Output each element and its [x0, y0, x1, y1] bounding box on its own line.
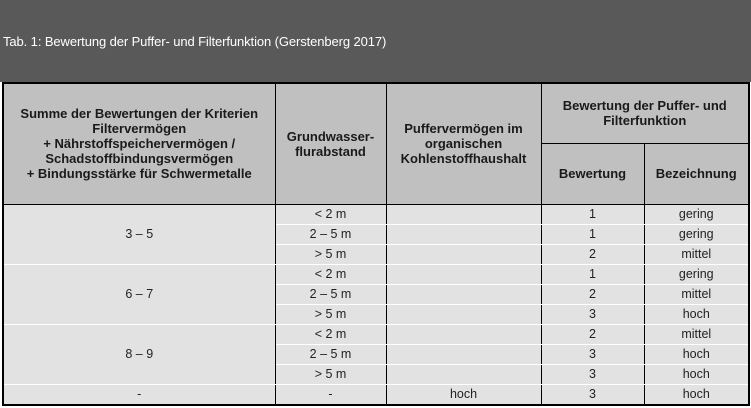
table-row: 6 – 7 < 2 m 1 gering [2, 263, 750, 325]
table-row: 2 – 5 m 3 hoch [3, 343, 750, 365]
cell-puffer [385, 323, 542, 345]
cell-bezeichnung: mittel [643, 323, 750, 345]
header-line: Bewertung der Puffer- und [562, 98, 727, 114]
header-summe: Summe der Bewertungen der Kriterien Filt… [2, 82, 276, 205]
header-line: flurabstand [295, 143, 366, 159]
table-row: > 5 m 2 mittel [3, 243, 750, 265]
header-bewertung: Bewertung [540, 142, 645, 205]
cell-flurabstand: > 5 m [274, 303, 387, 325]
cell-bewertung: 1 [540, 223, 645, 245]
cell-flurabstand: 2 – 5 m [274, 343, 387, 365]
cell-puffer: hoch [385, 383, 542, 405]
header-bezeichnung: Bezeichnung [643, 142, 750, 205]
cell-bewertung: 3 [540, 363, 645, 385]
cell-bezeichnung: hoch [643, 383, 750, 405]
cell-puffer [385, 243, 542, 265]
cell-flurabstand: < 2 m [274, 323, 387, 345]
table-row: > 5 m 3 hoch [3, 363, 750, 385]
cell-puffer [385, 223, 542, 245]
header-line: + Nährstoffspeichervermögen / [43, 136, 236, 152]
cell-puffer [385, 363, 542, 385]
cell-bezeichnung: gering [643, 223, 750, 245]
cell-bewertung: 3 [540, 383, 645, 405]
cell-bezeichnung: hoch [643, 303, 750, 325]
header-bewertung-group: Bewertung der Puffer- und Filterfunktion [540, 82, 750, 144]
header-grundwasserflurabstand: Grundwasser- flurabstand [274, 82, 387, 205]
cell-bewertung: 2 [540, 323, 645, 345]
table-row: 2 – 5 m 2 mittel [3, 283, 750, 305]
cell-bezeichnung: gering [643, 203, 750, 225]
cell-summe: 3 – 5 [2, 203, 276, 265]
cell-flurabstand: < 2 m [274, 203, 387, 225]
cell-flurabstand: 2 – 5 m [274, 223, 387, 245]
header-line: Grundwasser- [286, 128, 375, 144]
cell-puffer [385, 283, 542, 305]
cell-bewertung: 1 [540, 263, 645, 285]
header-line: Summe der Bewertungen der Kriterien [20, 106, 259, 122]
table-caption-bar: Tab. 1: Bewertung der Puffer- und Filter… [0, 0, 751, 82]
cell-flurabstand: 2 – 5 m [274, 283, 387, 305]
cell-bezeichnung: hoch [643, 363, 750, 385]
cell-bezeichnung: hoch [643, 343, 750, 365]
cell-flurabstand: - [274, 383, 387, 405]
cell-bewertung: 1 [540, 203, 645, 225]
cell-bewertung: 2 [540, 243, 645, 265]
cell-bezeichnung: mittel [643, 243, 750, 265]
cell-puffer [385, 203, 542, 225]
cell-puffer [385, 343, 542, 365]
cell-flurabstand: > 5 m [274, 363, 387, 385]
cell-flurabstand: > 5 m [274, 243, 387, 265]
table-row: > 5 m 3 hoch [3, 303, 750, 325]
header-line: + Bindungsstärke für Schwermetalle [26, 166, 252, 182]
cell-bewertung: 2 [540, 283, 645, 305]
header-line: Filterfunktion [603, 113, 687, 129]
cell-bezeichnung: mittel [643, 283, 750, 305]
cell-summe: - [2, 383, 276, 405]
cell-puffer [385, 263, 542, 285]
cell-flurabstand: < 2 m [274, 263, 387, 285]
cell-bezeichnung: gering [643, 263, 750, 285]
table-row: 8 – 9 < 2 m 2 mittel [2, 323, 750, 385]
cell-summe: 8 – 9 [2, 323, 276, 385]
table-row: - - hoch 3 hoch [2, 383, 750, 405]
cell-summe: 6 – 7 [2, 263, 276, 325]
header-line: Kohlenstoffhaushalt [400, 151, 527, 167]
cell-bewertung: 3 [540, 303, 645, 325]
evaluation-table: Summe der Bewertungen der Kriterien Filt… [2, 82, 751, 406]
cell-puffer [385, 303, 542, 325]
table-row: 3 – 5 < 2 m 1 gering [2, 203, 750, 265]
table-caption: Tab. 1: Bewertung der Puffer- und Filter… [3, 34, 387, 49]
header-puffervermoegen: Puffervermögen im organischen Kohlenstof… [385, 82, 542, 205]
header-line: Schadstoffbindungsvermögen [45, 151, 234, 167]
header-line: Filtervermögen [92, 121, 187, 137]
cell-bewertung: 3 [540, 343, 645, 365]
header-line: organischen [424, 136, 503, 152]
header-line: Puffervermögen im [404, 121, 523, 137]
